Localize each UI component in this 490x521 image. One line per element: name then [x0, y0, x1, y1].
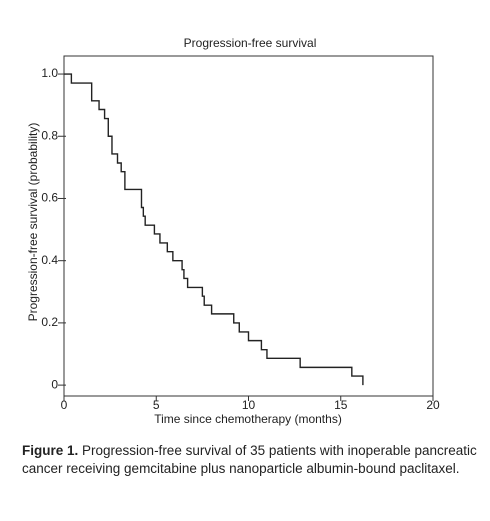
x-axis-label: Time since chemotherapy (months)	[154, 412, 342, 426]
y-tick-label: 0.8	[41, 128, 58, 142]
y-tick-label: 0.6	[41, 191, 58, 205]
plot-frame	[63, 55, 434, 397]
y-tick-label: 1.0	[41, 66, 58, 80]
x-tick-label: 10	[242, 398, 256, 412]
x-tick-label: 0	[61, 398, 68, 412]
caption: Figure 1. Progression-free survival of 3…	[22, 442, 477, 478]
x-tick-label: 20	[426, 398, 440, 412]
y-tick-label: 0.2	[41, 315, 58, 329]
caption-label: Figure 1.	[22, 443, 79, 458]
y-tick-label: 0	[51, 377, 58, 391]
caption-text: Progression-free survival of 35 patients…	[22, 443, 477, 476]
chart: Progression-free survival Time since che…	[26, 36, 440, 426]
chart-title: Progression-free survival	[184, 36, 317, 50]
x-tick-label: 15	[334, 398, 348, 412]
survival-curve	[64, 73, 364, 386]
y-tick-label: 0.4	[41, 253, 58, 267]
y-axis-label: Progression-free survival (probability)	[26, 123, 40, 322]
x-tick-label: 5	[153, 398, 160, 412]
